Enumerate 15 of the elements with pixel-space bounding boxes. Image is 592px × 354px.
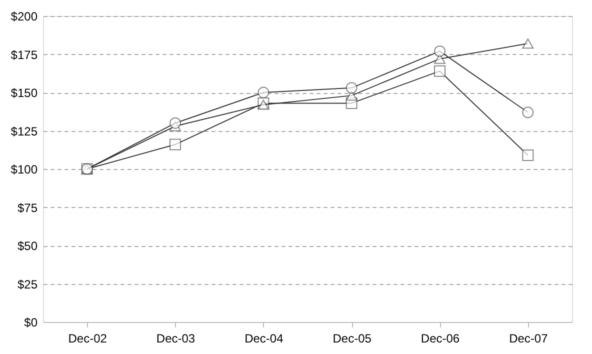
y-tick-label: $100	[10, 162, 38, 176]
y-tick-label: $0	[24, 316, 38, 330]
x-tick-label: Dec-04	[244, 332, 284, 346]
y-tick-label: $50	[17, 239, 38, 253]
x-tick-label: Dec-02	[68, 332, 108, 346]
x-tick-label: Dec-06	[420, 332, 460, 346]
x-tick-label: Dec-03	[156, 332, 196, 346]
y-tick-label: $200	[10, 10, 38, 24]
y-tick-label: $175	[10, 48, 38, 62]
x-tick-label: Dec-07	[509, 332, 548, 346]
y-tick-label: $125	[10, 124, 38, 138]
y-tick-label: $25	[17, 277, 38, 292]
y-tick-label: $150	[10, 86, 38, 100]
x-tick-label: Dec-05	[332, 332, 372, 346]
y-tick-label: $75	[17, 200, 38, 215]
